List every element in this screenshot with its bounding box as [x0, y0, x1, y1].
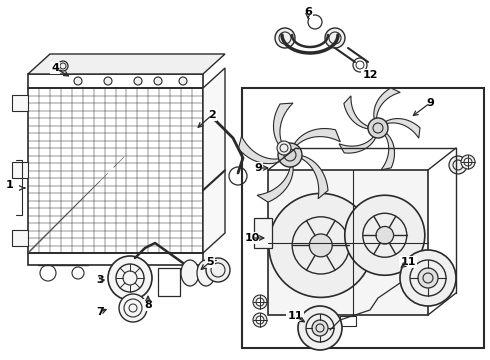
Circle shape: [104, 77, 112, 85]
Text: 11: 11: [400, 257, 416, 267]
Circle shape: [108, 256, 152, 300]
Bar: [242, 88, 484, 348]
Bar: [28, 88, 203, 253]
Text: 11: 11: [287, 311, 303, 321]
Circle shape: [269, 193, 373, 297]
Polygon shape: [257, 167, 293, 202]
Polygon shape: [238, 136, 280, 164]
Polygon shape: [203, 68, 225, 253]
Ellipse shape: [181, 260, 199, 286]
Circle shape: [376, 226, 393, 244]
Polygon shape: [273, 103, 293, 148]
Bar: [12, 162, 28, 178]
Circle shape: [206, 258, 230, 282]
Circle shape: [154, 77, 162, 85]
Text: 9: 9: [426, 98, 434, 108]
Circle shape: [74, 77, 82, 85]
Polygon shape: [294, 129, 340, 145]
Text: 5: 5: [206, 257, 214, 267]
Circle shape: [253, 295, 267, 309]
Circle shape: [400, 250, 456, 306]
Bar: [28, 74, 203, 88]
Bar: [28, 253, 203, 265]
Polygon shape: [301, 156, 328, 199]
Text: 7: 7: [96, 307, 104, 317]
Circle shape: [368, 118, 388, 138]
Polygon shape: [386, 118, 420, 138]
Circle shape: [119, 294, 147, 322]
Bar: [268, 170, 428, 315]
Text: 4: 4: [51, 63, 59, 73]
Text: 2: 2: [208, 110, 216, 120]
Circle shape: [298, 306, 342, 350]
Text: 6: 6: [304, 7, 312, 17]
Circle shape: [278, 143, 302, 167]
Polygon shape: [374, 88, 400, 119]
Bar: [12, 95, 28, 111]
Text: 12: 12: [362, 70, 378, 80]
Circle shape: [418, 268, 438, 288]
Text: 1: 1: [6, 180, 14, 190]
Text: 3: 3: [96, 275, 104, 285]
Circle shape: [312, 320, 328, 336]
Circle shape: [345, 195, 425, 275]
Circle shape: [277, 141, 291, 155]
Bar: [340, 316, 356, 326]
Ellipse shape: [197, 260, 215, 286]
Circle shape: [449, 156, 467, 174]
Circle shape: [134, 77, 142, 85]
Circle shape: [275, 28, 295, 48]
Circle shape: [179, 77, 187, 85]
Text: 10: 10: [245, 233, 260, 243]
Circle shape: [253, 313, 267, 327]
Circle shape: [325, 28, 345, 48]
Polygon shape: [381, 133, 394, 170]
Polygon shape: [28, 54, 225, 74]
Polygon shape: [339, 137, 376, 153]
Bar: [254, 218, 272, 248]
Bar: [158, 268, 180, 296]
Polygon shape: [344, 96, 368, 129]
Text: 9: 9: [254, 163, 262, 173]
Circle shape: [309, 234, 332, 257]
Text: 8: 8: [144, 300, 152, 310]
Circle shape: [461, 155, 475, 169]
Bar: [12, 230, 28, 246]
